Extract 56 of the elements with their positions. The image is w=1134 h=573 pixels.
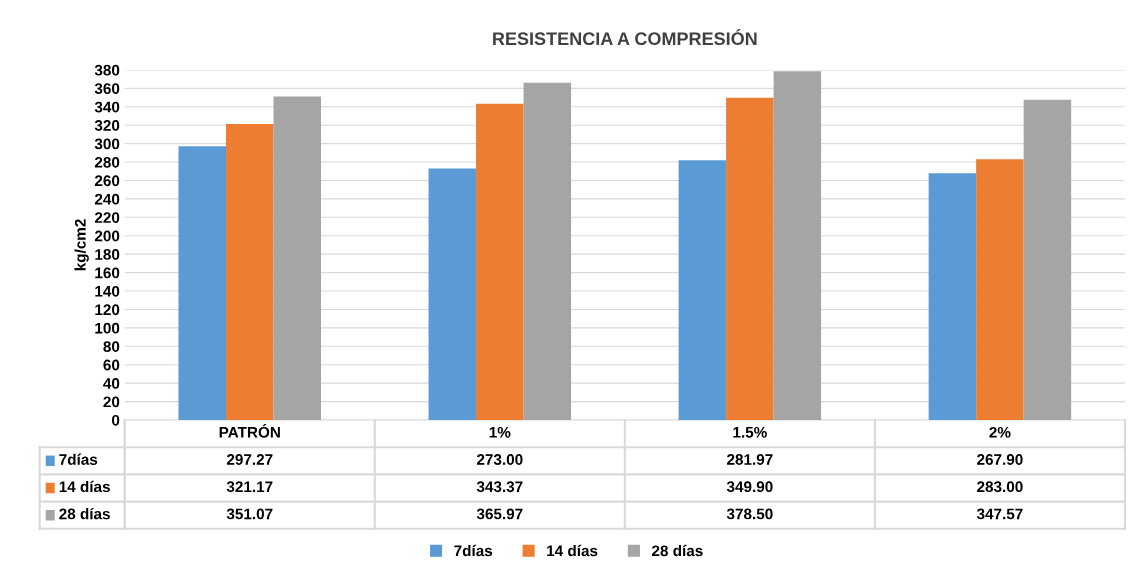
text: 7días xyxy=(454,544,493,557)
legend-label: 14 días xyxy=(547,544,598,557)
y-tick-label: 220 xyxy=(94,212,120,223)
y-tick-label: 200 xyxy=(94,230,120,242)
y-tick-label: 340 xyxy=(94,101,120,113)
bar xyxy=(976,159,1024,421)
text: 14 días xyxy=(59,480,110,493)
data-label: 273.00 xyxy=(476,454,523,465)
bar xyxy=(928,173,977,421)
data-label: 321.17 xyxy=(226,481,273,493)
bar xyxy=(226,124,274,421)
bar xyxy=(523,82,572,421)
chart-title: RESISTENCIA A COMPRESIÓN xyxy=(493,28,757,46)
bar xyxy=(773,71,822,421)
bar xyxy=(273,96,322,421)
y-tick-label: 240 xyxy=(94,193,120,205)
text: 28 días xyxy=(59,507,110,520)
y-tick-label: 280 xyxy=(94,156,120,168)
bar xyxy=(726,97,774,421)
y-tick-label: 360 xyxy=(94,83,120,95)
bar xyxy=(678,160,727,421)
x-tick-label: 1.5% xyxy=(733,426,767,438)
data-label: 347.57 xyxy=(976,508,1023,520)
data-label: 349.90 xyxy=(726,481,773,493)
data-label: 267.90 xyxy=(977,454,1023,465)
y-tick-label: 60 xyxy=(103,359,120,371)
y-tick-label: 40 xyxy=(103,378,120,389)
y-tick-label: 80 xyxy=(103,341,120,352)
bar xyxy=(1023,99,1072,421)
y-tick-label: 260 xyxy=(94,175,120,187)
x-tick-label: 2% xyxy=(989,426,1011,438)
y-tick-label: 180 xyxy=(95,249,120,260)
bar xyxy=(178,146,227,421)
data-label: 297.27 xyxy=(226,454,273,465)
y-tick-label: 120 xyxy=(95,304,120,316)
bar xyxy=(428,168,477,421)
y-tick-label: 320 xyxy=(94,120,120,131)
y-tick-label: 300 xyxy=(94,138,120,150)
y-tick-label: 0 xyxy=(111,414,120,426)
y-tick-label: 160 xyxy=(95,267,120,279)
data-label: 365.97 xyxy=(476,508,523,520)
y-tick-label: 20 xyxy=(103,396,120,408)
legend-label: 7días xyxy=(59,453,98,465)
y-axis-title: kg/cm2 xyxy=(74,219,89,271)
bar xyxy=(476,103,524,421)
x-tick-label: 1% xyxy=(489,426,511,438)
data-label: 281.97 xyxy=(727,454,773,465)
x-tick-label: PATRÓN xyxy=(219,424,280,438)
data-label: 283.00 xyxy=(977,481,1023,493)
y-tick-label: 380 xyxy=(94,64,120,76)
y-tick-label: 140 xyxy=(95,285,120,297)
data-label: 378.50 xyxy=(726,508,773,520)
data-label: 351.07 xyxy=(226,508,273,520)
y-tick-label: 100 xyxy=(95,322,120,334)
data-label: 343.37 xyxy=(476,481,523,493)
legend-label: 28 días xyxy=(651,544,703,557)
